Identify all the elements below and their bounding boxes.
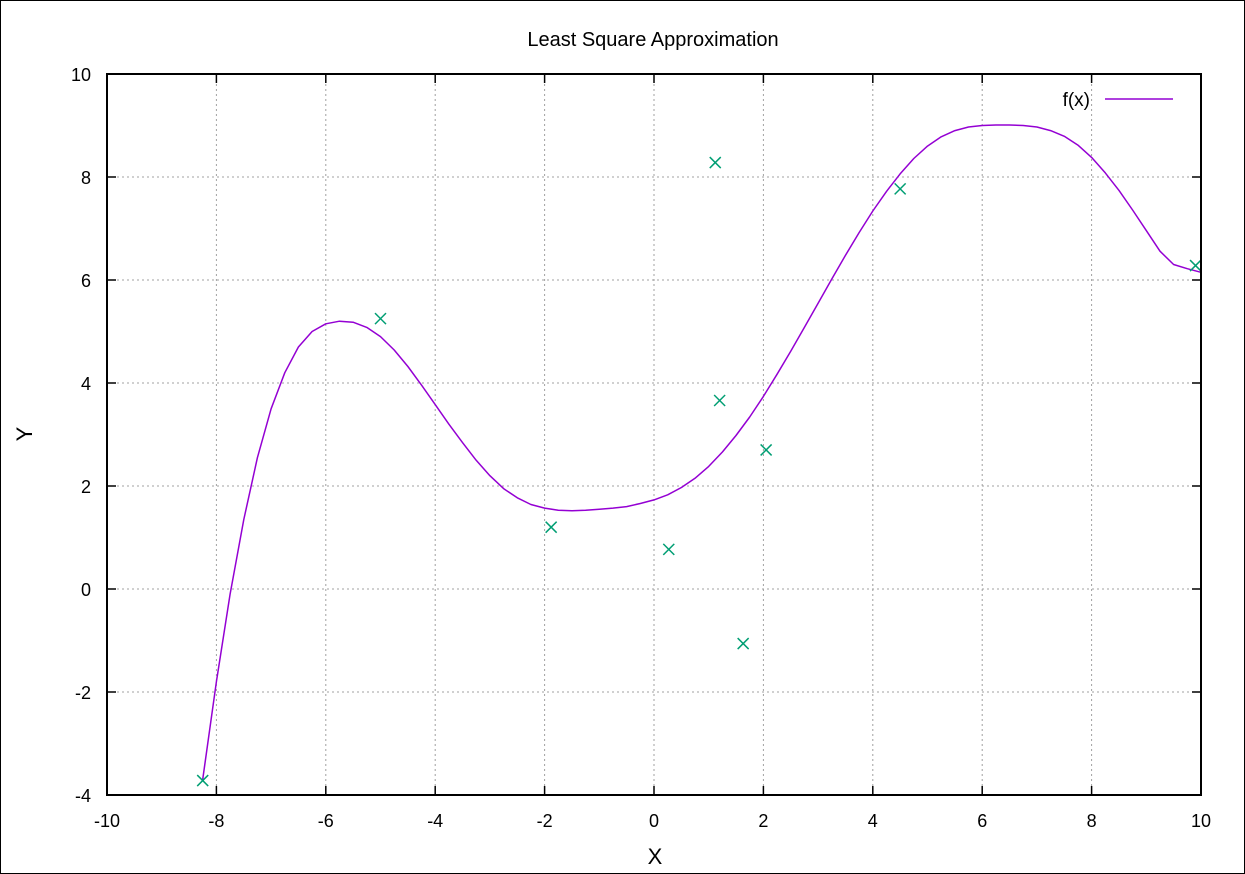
y-tick-label: 0	[81, 580, 91, 600]
y-tick-label: 4	[81, 374, 91, 394]
x-tick-label: -4	[427, 811, 443, 831]
data-point-stroke	[374, 312, 387, 325]
grid-lines	[107, 74, 1201, 795]
x-tick-label: 2	[758, 811, 768, 831]
data-point-stroke	[894, 182, 907, 195]
y-tick-label: 6	[81, 271, 91, 291]
x-tick-label: -10	[94, 811, 120, 831]
data-point	[1189, 259, 1202, 272]
y-tick-label: 8	[81, 168, 91, 188]
data-point	[545, 521, 558, 534]
y-tick-label: -4	[75, 786, 91, 806]
data-point-stroke	[713, 394, 726, 407]
data-point-stroke	[760, 443, 773, 456]
data-point	[196, 774, 209, 787]
y-tick-label: 10	[71, 65, 91, 85]
x-tick-label: 8	[1087, 811, 1097, 831]
plot-frame	[106, 73, 1202, 796]
data-point-stroke	[196, 774, 209, 787]
x-tick-label: 6	[977, 811, 987, 831]
data-point-stroke	[1189, 259, 1202, 272]
data-point	[760, 443, 773, 456]
chart-title: Least Square Approximation	[527, 29, 778, 51]
series-line-fx	[201, 124, 1202, 780]
data-point	[737, 637, 750, 650]
x-tick-label: 10	[1191, 811, 1211, 831]
y-tick-label: 2	[81, 477, 91, 497]
x-tick-label: -2	[537, 811, 553, 831]
data-point	[662, 543, 675, 556]
y-axis-title: Y	[12, 426, 37, 441]
data-point	[894, 182, 907, 195]
data-point-stroke	[709, 156, 722, 169]
x-tick-label: -6	[318, 811, 334, 831]
x-axis-title: X	[648, 844, 663, 869]
data-point-stroke	[737, 637, 750, 650]
data-point	[713, 394, 726, 407]
data-point	[374, 312, 387, 325]
x-tick-label: 4	[868, 811, 878, 831]
tick-labels: -10 -8 -6 -4 -2 0 2 4 6 8 10 -4 -2 0 2 4 6 8 10	[71, 65, 1211, 831]
x-tick-label: -8	[208, 811, 224, 831]
data-point-stroke	[545, 521, 558, 534]
x-tick-label: 0	[649, 811, 659, 831]
legend-label: f(x)	[1063, 90, 1090, 111]
data-series	[196, 124, 1202, 787]
data-point	[709, 156, 722, 169]
data-point-stroke	[662, 543, 675, 556]
y-tick-label: -2	[75, 683, 91, 703]
legend: f(x)	[1063, 90, 1173, 111]
